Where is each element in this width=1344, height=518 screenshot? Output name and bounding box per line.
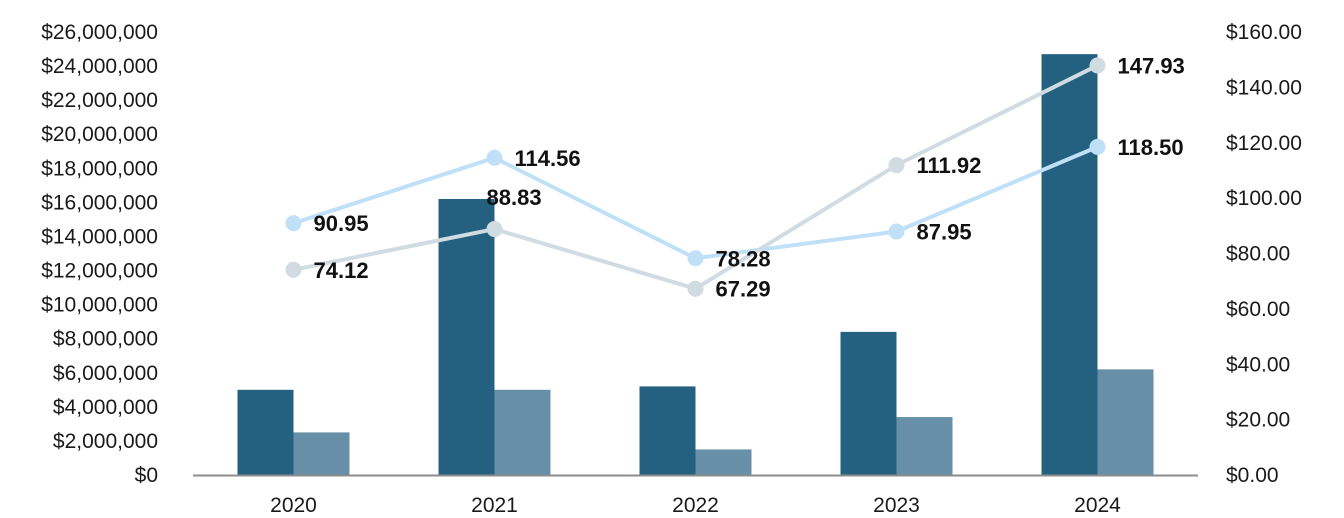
data-label: 111.92 (917, 153, 982, 178)
line-marker (888, 157, 905, 174)
bar-series-2-2023 (896, 417, 953, 475)
line-marker (1089, 138, 1106, 155)
bar-series-2-2020 (293, 432, 350, 475)
line-marker (486, 221, 503, 238)
left-axis-tick-label: $20,000,000 (41, 123, 158, 146)
right-axis-tick-label: $20.00 (1226, 409, 1290, 432)
bar-series-1-2023 (840, 331, 897, 475)
bar-series-2-2022 (695, 449, 752, 475)
bar-series-2-2024 (1097, 369, 1154, 475)
x-axis-tick-label: 2024 (1074, 494, 1121, 517)
x-axis-tick-label: 2022 (672, 494, 719, 517)
right-axis-tick-label: $140.00 (1226, 76, 1302, 99)
right-axis-tick-label: $160.00 (1226, 21, 1302, 44)
left-axis-tick-label: $22,000,000 (41, 89, 158, 112)
line-group (285, 57, 1106, 297)
left-axis-tick-label: $4,000,000 (53, 396, 158, 419)
right-axis-tick-label: $100.00 (1226, 187, 1302, 210)
left-axis-tick-label: $14,000,000 (41, 225, 158, 248)
data-label: 118.50 (1118, 135, 1184, 160)
bar-group (237, 54, 1154, 476)
data-label: 74.12 (314, 258, 369, 283)
bar-series-2-2021 (494, 389, 551, 475)
bar-series-1-2020 (237, 389, 294, 475)
left-axis-tick-label: $2,000,000 (53, 430, 158, 453)
data-label: 67.29 (716, 277, 771, 302)
data-label: 147.93 (1118, 53, 1185, 78)
data-label-group: 90.95 114.56 78.28 87.95 118.50 74.12 88.83 67.… (314, 53, 1185, 301)
right-axis-tick-label: $80.00 (1226, 243, 1290, 266)
line-marker (687, 280, 704, 297)
x-axis-tick-label: 2020 (270, 494, 317, 517)
left-axis-tick-label: $16,000,000 (41, 191, 158, 214)
bar-series-1-2021 (438, 198, 495, 475)
left-axis-tick-label: $12,000,000 (41, 260, 158, 283)
left-axis-tick-label: $0 (135, 464, 158, 487)
line-marker (687, 250, 704, 267)
line-marker (285, 215, 302, 232)
x-axis-tick-label: 2021 (471, 494, 518, 517)
left-axis-tick-label: $8,000,000 (53, 328, 158, 351)
data-label: 78.28 (716, 246, 771, 271)
line-marker (486, 149, 503, 166)
data-label: 87.95 (917, 219, 972, 244)
data-label: 88.83 (487, 185, 542, 210)
x-axis: 2020 2021 2022 2023 2024 (270, 494, 1121, 517)
left-axis-tick-label: $26,000,000 (41, 21, 158, 44)
right-axis-tick-label: $40.00 (1226, 353, 1290, 376)
left-axis: $0 $2,000,000 $4,000,000 $6,000,000 $8,000,0… (41, 21, 158, 487)
right-axis-tick-label: $60.00 (1226, 298, 1290, 321)
line-marker (285, 261, 302, 278)
x-axis-tick-label: 2023 (873, 494, 920, 517)
right-axis-tick-label: $0.00 (1226, 464, 1279, 487)
right-axis: $0.00 $20.00 $40.00 $60.00 $80.00 $100.00 $120… (1226, 21, 1302, 487)
left-axis-tick-label: $18,000,000 (41, 157, 158, 180)
left-axis-tick-label: $10,000,000 (41, 294, 158, 317)
left-axis-tick-label: $24,000,000 (41, 55, 158, 78)
bar-series-1-2024 (1041, 54, 1098, 476)
line-marker (1089, 57, 1106, 74)
line-marker (888, 223, 905, 240)
data-label: 114.56 (515, 146, 581, 171)
left-axis-tick-label: $6,000,000 (53, 362, 158, 385)
data-label: 90.95 (314, 211, 369, 236)
right-axis-tick-label: $120.00 (1226, 132, 1302, 155)
bar-series-1-2022 (639, 386, 696, 475)
